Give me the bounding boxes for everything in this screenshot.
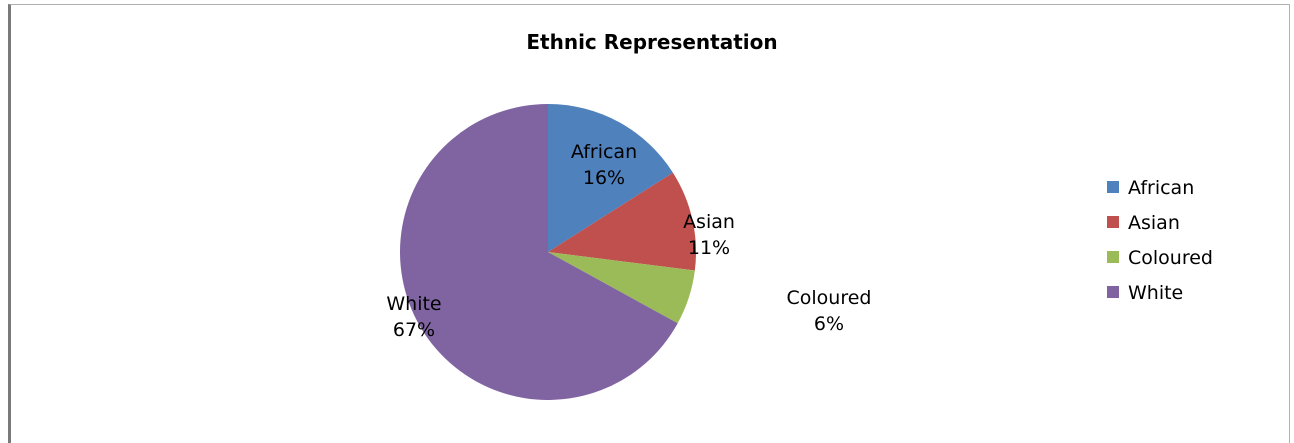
pie-slice-coloured: [548, 252, 695, 324]
pie-slices: [400, 104, 696, 400]
pie-slice-asian: [548, 172, 696, 271]
legend-label-white: White: [1128, 282, 1183, 304]
legend-swatch-coloured: [1107, 251, 1119, 263]
chart-title: Ethnic Representation: [526, 30, 777, 54]
slice-label-coloured: Coloured: [787, 287, 872, 309]
slice-labels: African 16% Asian 11% Coloured 6% White 67%: [386, 141, 871, 341]
legend-swatch-white: [1107, 286, 1119, 298]
slice-value-label-coloured: 6%: [814, 313, 844, 335]
pie-slice-white: [400, 104, 678, 400]
slice-value-label-african: 16%: [583, 167, 625, 189]
slice-value-label-white: 67%: [393, 319, 435, 341]
slice-label-white: White: [386, 293, 441, 315]
legend-swatch-african: [1107, 181, 1119, 193]
legend-swatch-asian: [1107, 216, 1119, 228]
legend-label-african: African: [1128, 177, 1194, 199]
slice-label-asian: Asian: [683, 211, 735, 233]
slice-label-african: African: [571, 141, 637, 163]
legend-label-coloured: Coloured: [1128, 247, 1213, 269]
pie-slice-african: [548, 104, 673, 252]
legend: African Asian Coloured White: [1107, 177, 1213, 304]
legend-label-asian: Asian: [1128, 212, 1180, 234]
slice-value-label-asian: 11%: [688, 237, 730, 259]
